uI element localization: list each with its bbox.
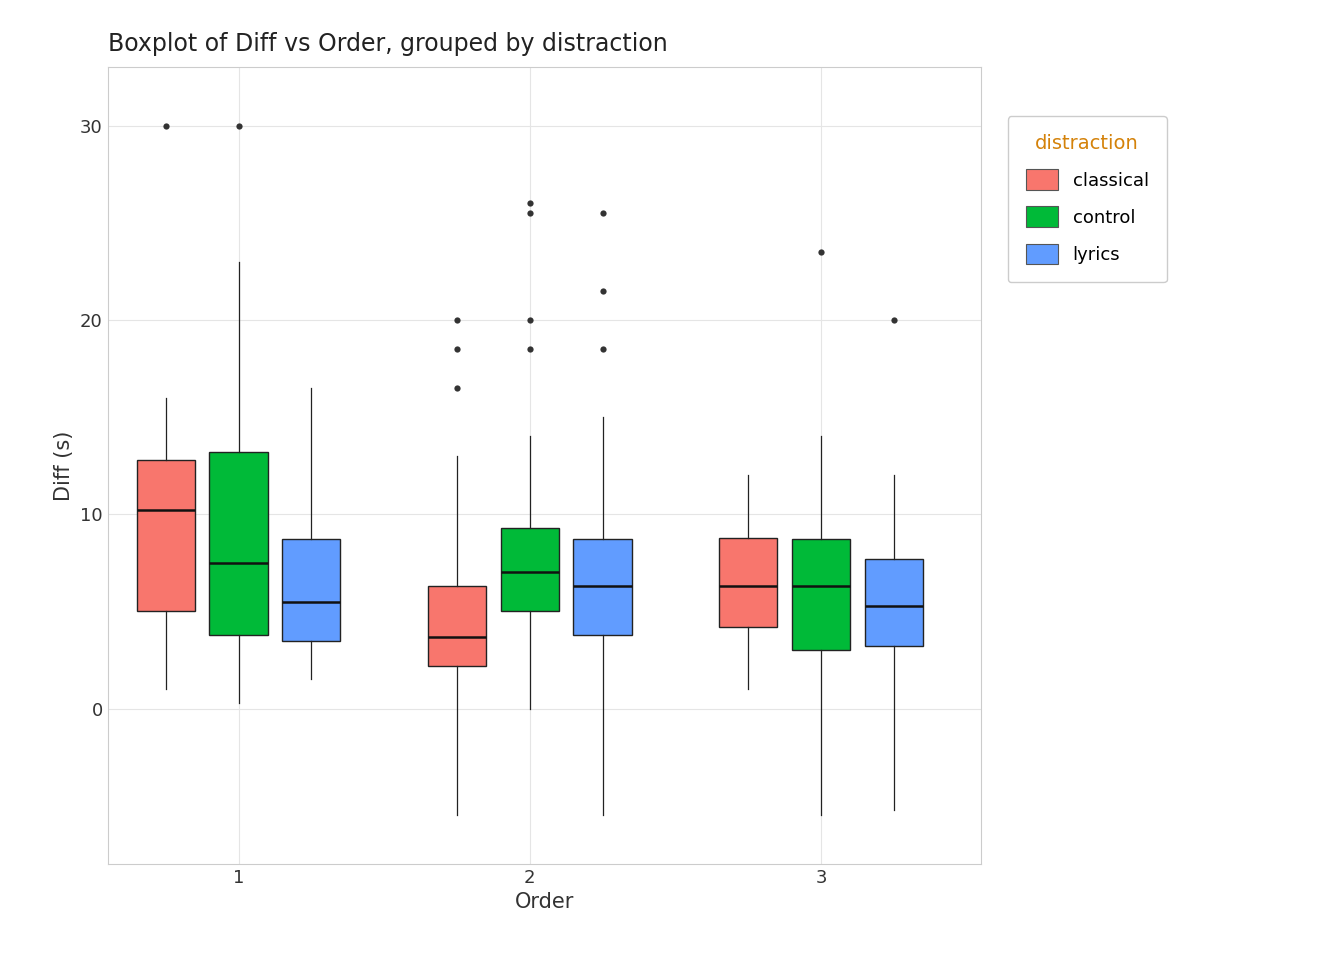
- PathPatch shape: [500, 528, 559, 612]
- PathPatch shape: [210, 452, 267, 635]
- Legend: classical, control, lyrics: classical, control, lyrics: [1008, 116, 1167, 282]
- Text: Boxplot of Diff vs Order, grouped by distraction: Boxplot of Diff vs Order, grouped by dis…: [108, 32, 667, 56]
- PathPatch shape: [574, 540, 632, 635]
- PathPatch shape: [137, 460, 195, 612]
- Y-axis label: Diff (s): Diff (s): [54, 430, 74, 501]
- PathPatch shape: [282, 540, 340, 640]
- PathPatch shape: [427, 587, 487, 666]
- X-axis label: Order: Order: [515, 893, 574, 912]
- PathPatch shape: [719, 538, 777, 627]
- PathPatch shape: [864, 559, 923, 646]
- PathPatch shape: [792, 540, 849, 650]
